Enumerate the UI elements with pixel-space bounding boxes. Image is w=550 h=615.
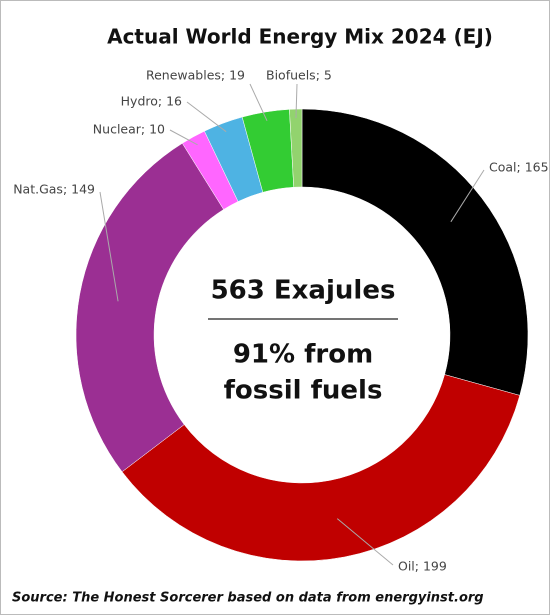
leader-line [186,101,227,133]
center-text: 563 Exajules [211,276,396,306]
donut-slice [301,108,529,396]
donut-slice [289,108,303,188]
center-text: 91% from [233,340,373,370]
source-note: Source: The Honest Sorcerer based on dat… [12,591,484,606]
donut-slice [121,374,521,562]
chart-title: Actual World Energy Mix 2024 (EJ) [107,25,493,49]
leader-line [99,191,119,302]
leader-line [249,83,268,122]
data-label: Hydro; 16 [121,94,182,109]
donut-slice [75,142,224,473]
data-label: Nat.Gas; 149 [13,182,95,197]
data-label: Nuclear; 10 [93,122,165,137]
data-label: Renewables; 19 [146,68,245,83]
center-text: fossil fuels [224,376,383,406]
data-label: Biofuels; 5 [266,68,332,83]
leader-line [169,129,198,146]
data-label: Oil; 199 [398,559,447,574]
data-label: Coal; 165 [489,160,549,175]
leader-line [295,83,298,119]
leader-line [450,169,485,223]
leader-line [336,518,394,566]
